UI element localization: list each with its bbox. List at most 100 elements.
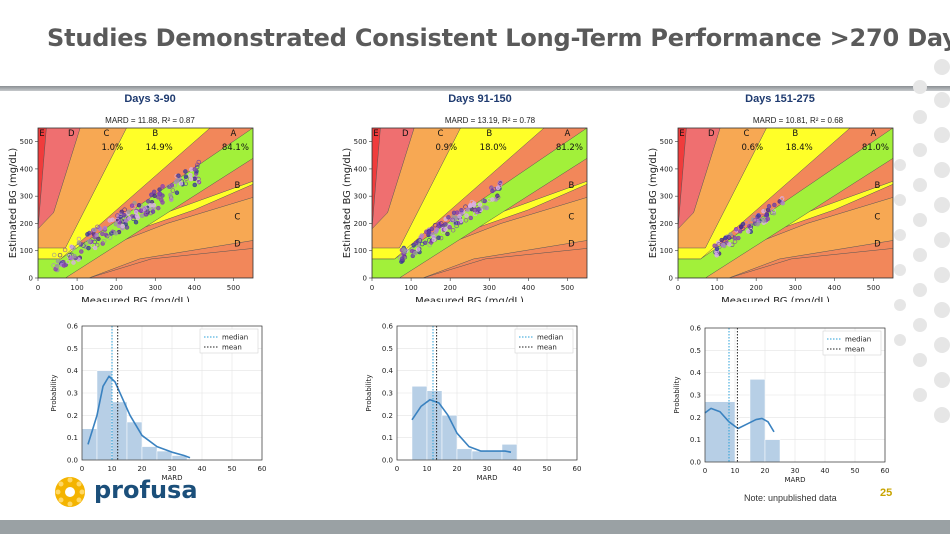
ceg-chart: E D C B A 1.0% 14.9% 84.1% B C D 0 100 200 300 400 500 0 1…	[8, 127, 254, 302]
mard-histogram: 0.0 0.1 0.2 0.3 0.4 0.5 0.6 0 10 20 30 40 50 60 median…	[673, 325, 889, 485]
data-point	[151, 203, 156, 208]
y-axis-label: Estimated BG (mg/dL)	[8, 148, 19, 259]
data-point	[156, 205, 161, 211]
plot-frame	[677, 127, 894, 279]
data-point	[100, 231, 105, 236]
ceg-title: Days 151-275	[745, 93, 815, 105]
x-tick-label: 10	[423, 465, 432, 473]
data-point	[720, 242, 726, 248]
data-point	[168, 192, 173, 198]
y-axis-label: Estimated BG (mg/dL)	[648, 148, 659, 259]
zone-label-a: A	[871, 129, 877, 139]
ceg-mard-text: MARD = 13.19, R² = 0.78	[444, 116, 536, 125]
data-point	[447, 225, 452, 230]
y-tick-label: 0.1	[67, 434, 78, 442]
x-tick-label: 0	[676, 284, 680, 292]
data-point	[446, 215, 451, 220]
plot-frame	[81, 325, 263, 461]
data-point	[102, 225, 108, 231]
data-point	[443, 227, 448, 232]
zone-label-e: E	[39, 129, 44, 139]
data-point	[445, 231, 450, 237]
data-point	[188, 172, 193, 178]
y-tick-label: 0.4	[67, 367, 79, 375]
y-tick-label: 0.6	[382, 323, 394, 331]
data-point	[476, 207, 481, 212]
histogram-bar	[456, 448, 473, 461]
data-point	[196, 176, 201, 182]
zone-label-b: B	[792, 129, 798, 139]
y-tick-label: 0	[29, 275, 33, 283]
x-tick-label: 100	[404, 284, 417, 292]
x-tick-label: 200	[109, 284, 122, 292]
data-point	[465, 207, 470, 212]
data-point	[772, 202, 777, 208]
x-tick-label: 40	[513, 465, 522, 473]
y-tick-label: 0.1	[690, 436, 701, 444]
zone-percent-a: 84.1%	[222, 143, 249, 153]
data-point	[755, 222, 760, 227]
data-point	[139, 213, 145, 219]
data-point	[115, 217, 120, 223]
data-point	[115, 213, 120, 218]
data-point	[432, 222, 438, 228]
data-point	[127, 216, 132, 221]
x-tick-label: 20	[138, 465, 147, 473]
data-point	[192, 182, 197, 188]
data-point	[431, 237, 436, 243]
data-point	[133, 220, 139, 225]
y-tick-label: 100	[20, 247, 33, 255]
zone-d-lower	[372, 248, 587, 278]
zone-regions	[38, 128, 253, 278]
x-tick-label: 50	[851, 467, 860, 475]
x-tick-label: 0	[36, 284, 40, 292]
data-point	[51, 252, 57, 258]
data-point	[195, 178, 201, 184]
data-point	[472, 211, 478, 217]
data-point	[55, 263, 60, 269]
data-point	[436, 235, 441, 240]
x-tick-label: 10	[731, 467, 740, 475]
legend-box	[822, 330, 882, 356]
y-tick-label: 300	[660, 193, 673, 201]
data-point	[433, 229, 439, 234]
y-axis-label: Probability	[365, 374, 373, 411]
x-tick-label: 100	[70, 284, 83, 292]
data-point	[764, 213, 769, 218]
zone-label-b: B	[152, 129, 158, 139]
zone-label-c-right: C	[568, 212, 574, 222]
data-point	[428, 240, 434, 245]
data-point	[727, 235, 732, 240]
y-tick-label: 300	[20, 193, 33, 201]
zone-label-d-right: D	[568, 240, 575, 250]
data-point	[450, 228, 456, 233]
legend-mean-label: mean	[222, 344, 242, 352]
data-point	[156, 191, 162, 197]
ceg-mard-text: MARD = 11.88, R² = 0.87	[105, 116, 195, 125]
zone-label-d-right: D	[874, 240, 881, 250]
y-tick-label: 0.3	[690, 392, 701, 400]
data-point	[450, 217, 455, 223]
x-tick-label: 30	[791, 467, 800, 475]
data-point	[399, 256, 405, 262]
ceg-chart: E D C B A 0.9% 18.0% 81.2% B C D 0 100 200 300 400 500 0 1…	[342, 127, 588, 302]
data-point	[457, 214, 462, 219]
zone-label-c-right: C	[234, 212, 240, 222]
y-tick-label: 200	[660, 220, 673, 228]
zone-a	[678, 128, 893, 278]
x-tick-label: 30	[168, 465, 177, 473]
plot-frame	[704, 327, 886, 463]
data-point	[487, 197, 492, 203]
data-point	[176, 173, 181, 178]
data-point	[744, 220, 749, 225]
page-number: 25	[880, 487, 893, 499]
data-point	[95, 224, 100, 230]
zone-percent-c: 0.9%	[435, 143, 457, 153]
data-point	[482, 205, 487, 210]
y-tick-label: 400	[20, 165, 33, 173]
data-point	[420, 241, 425, 247]
data-point	[495, 195, 501, 200]
y-tick-label: 500	[20, 138, 33, 146]
plot-frame	[396, 325, 578, 461]
zone-label-c-right: C	[874, 212, 880, 222]
